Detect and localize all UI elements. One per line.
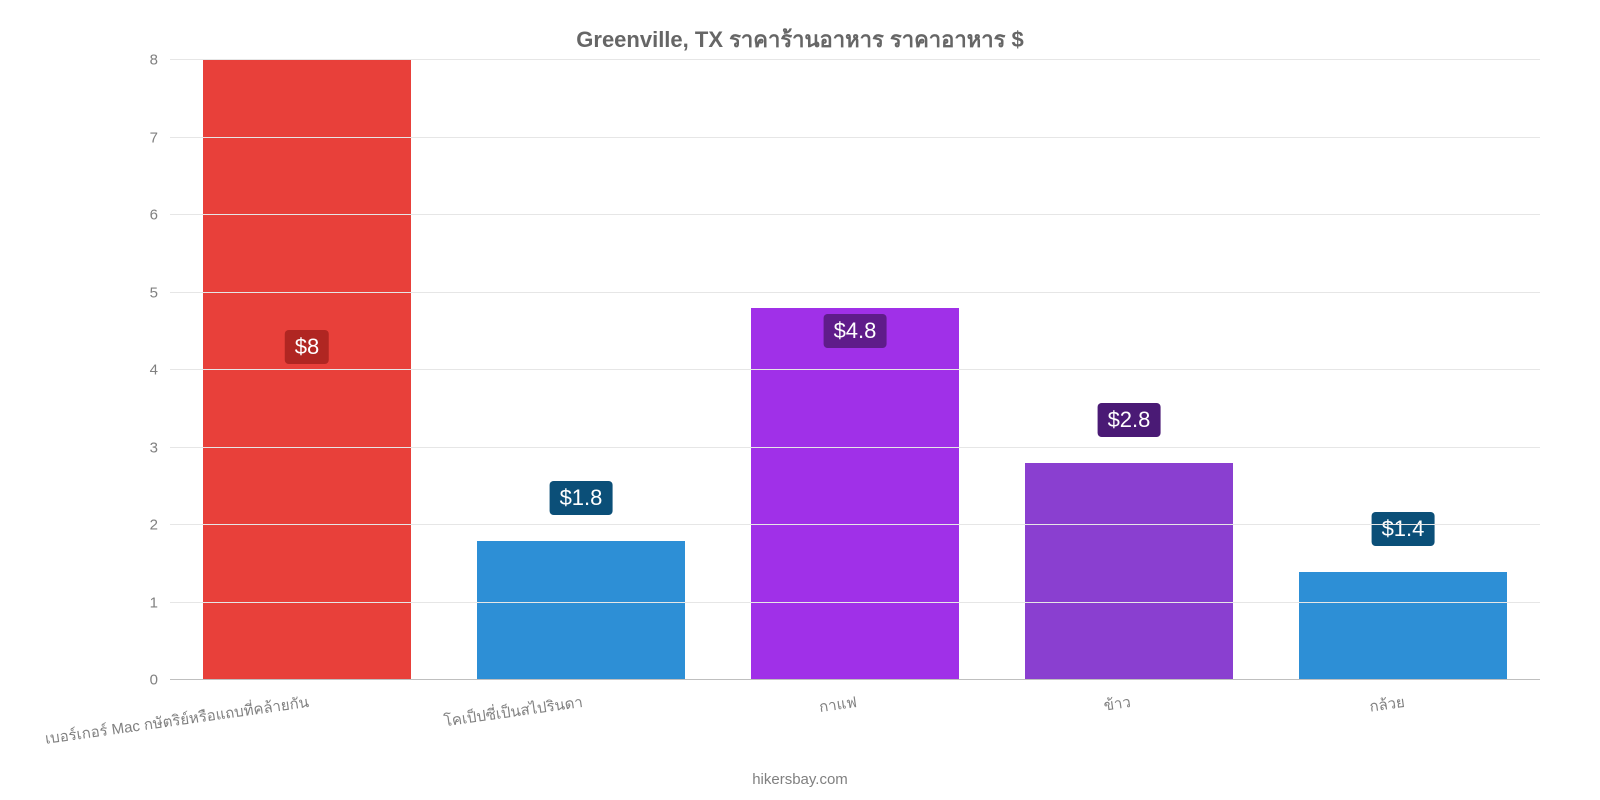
y-tick-label: 8 [150,52,158,69]
y-tick-label: 4 [150,362,158,379]
bar: $8 [203,60,411,680]
gridline [170,369,1540,370]
x-tick-label: เบอร์เกอร์ Mac กษัตริย์หรือแถบที่คล้ายกั… [43,690,310,751]
bar-value-label: $2.8 [1098,403,1161,437]
x-tick-label: กล้วย [1368,690,1406,719]
y-tick-label: 2 [150,517,158,534]
bar-value-label: $1.8 [550,481,613,515]
y-tick-label: 3 [150,439,158,456]
y-tick-label: 5 [150,284,158,301]
plot-area: $8$1.8$4.8$2.8$1.4 012345678 [170,60,1540,680]
y-tick-label: 6 [150,207,158,224]
gridline [170,524,1540,525]
bar: $1.4 [1299,572,1507,681]
gridline [170,137,1540,138]
chart-title: Greenville, TX ราคาร้านอาหาร ราคาอาหาร $ [0,22,1600,57]
gridline [170,59,1540,60]
bar-value-label: $4.8 [824,314,887,348]
x-tick-label: กาแฟ [818,690,859,719]
y-tick-label: 7 [150,129,158,146]
x-tick-label: ข้าว [1102,690,1132,718]
gridline [170,447,1540,448]
x-tick-label: โคเป็ปซี่เป็นสไปรินดา [442,690,584,733]
gridline [170,602,1540,603]
chart-container: Greenville, TX ราคาร้านอาหาร ราคาอาหาร $… [0,0,1600,800]
credit-text: hikersbay.com [0,771,1600,788]
bar-value-label: $1.4 [1372,512,1435,546]
gridline [170,292,1540,293]
bar: $1.8 [477,541,685,681]
bar: $4.8 [751,308,959,680]
bars-layer: $8 $1.8 $4.8 $2.8 $1.4 [170,60,1540,680]
y-tick-label: 1 [150,594,158,611]
gridline [170,214,1540,215]
bar-value-label: $8 [285,330,329,364]
y-tick-label: 0 [150,672,158,689]
x-axis-line [170,679,1540,680]
bar: $2.8 [1025,463,1233,680]
